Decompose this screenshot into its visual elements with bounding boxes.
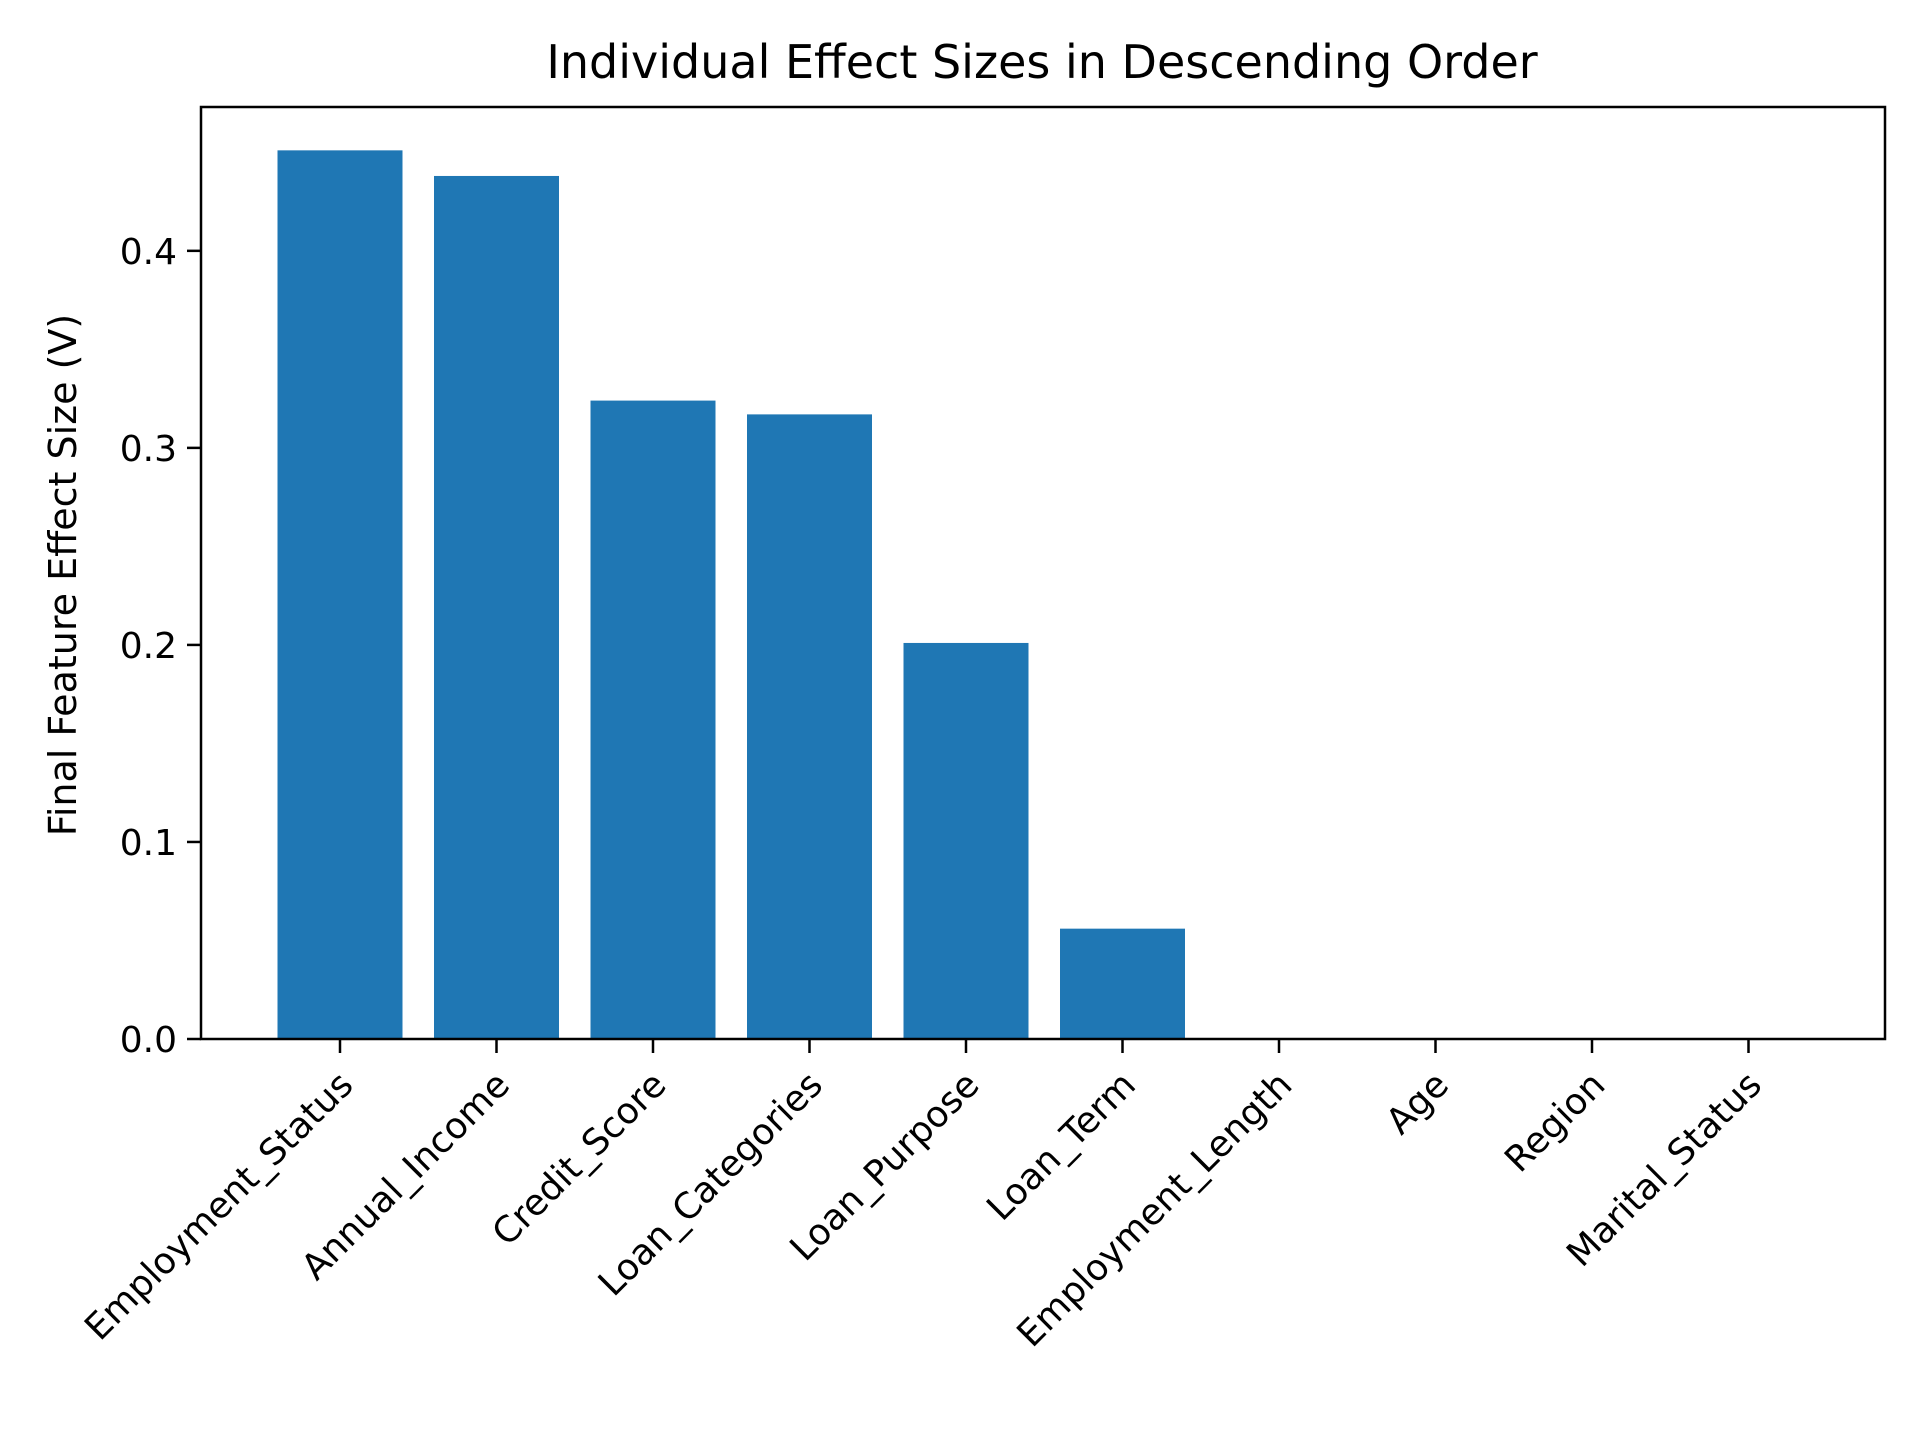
y-axis-ticks: 0.0 0.1 0.2 0.3 0.4 [120, 232, 201, 1061]
chart-title: Individual Effect Sizes in Descending Or… [546, 35, 1537, 89]
y-tick-label: 0.2 [120, 626, 177, 667]
y-tick-label: 0.0 [120, 1020, 177, 1061]
bars-group [277, 150, 1185, 1040]
y-axis-label: Final Feature Effect Size (V) [41, 314, 85, 837]
y-tick-label: 0.3 [120, 429, 177, 470]
bar-employment-status [277, 150, 403, 1040]
bar-loan-categories [747, 414, 872, 1039]
x-tick-label: Loan_Term [979, 1064, 1143, 1228]
x-tick-label: Employment_Length [1010, 1064, 1301, 1355]
bar-credit-score [590, 400, 716, 1039]
x-tick-label: Region [1497, 1064, 1613, 1180]
x-tick-label: Age [1379, 1064, 1457, 1142]
plot-frame [199, 105, 1887, 1041]
bar-loan-term [1060, 928, 1185, 1039]
y-tick-label: 0.1 [120, 823, 177, 864]
x-axis-ticks: Employment_StatusAnnual_IncomeCredit_Sco… [77, 1039, 1770, 1355]
y-tick-label: 0.4 [120, 232, 177, 273]
bar-annual-income [434, 175, 559, 1040]
x-tick-label: Employment_Status [77, 1064, 361, 1348]
bar-loan-purpose [903, 642, 1029, 1039]
